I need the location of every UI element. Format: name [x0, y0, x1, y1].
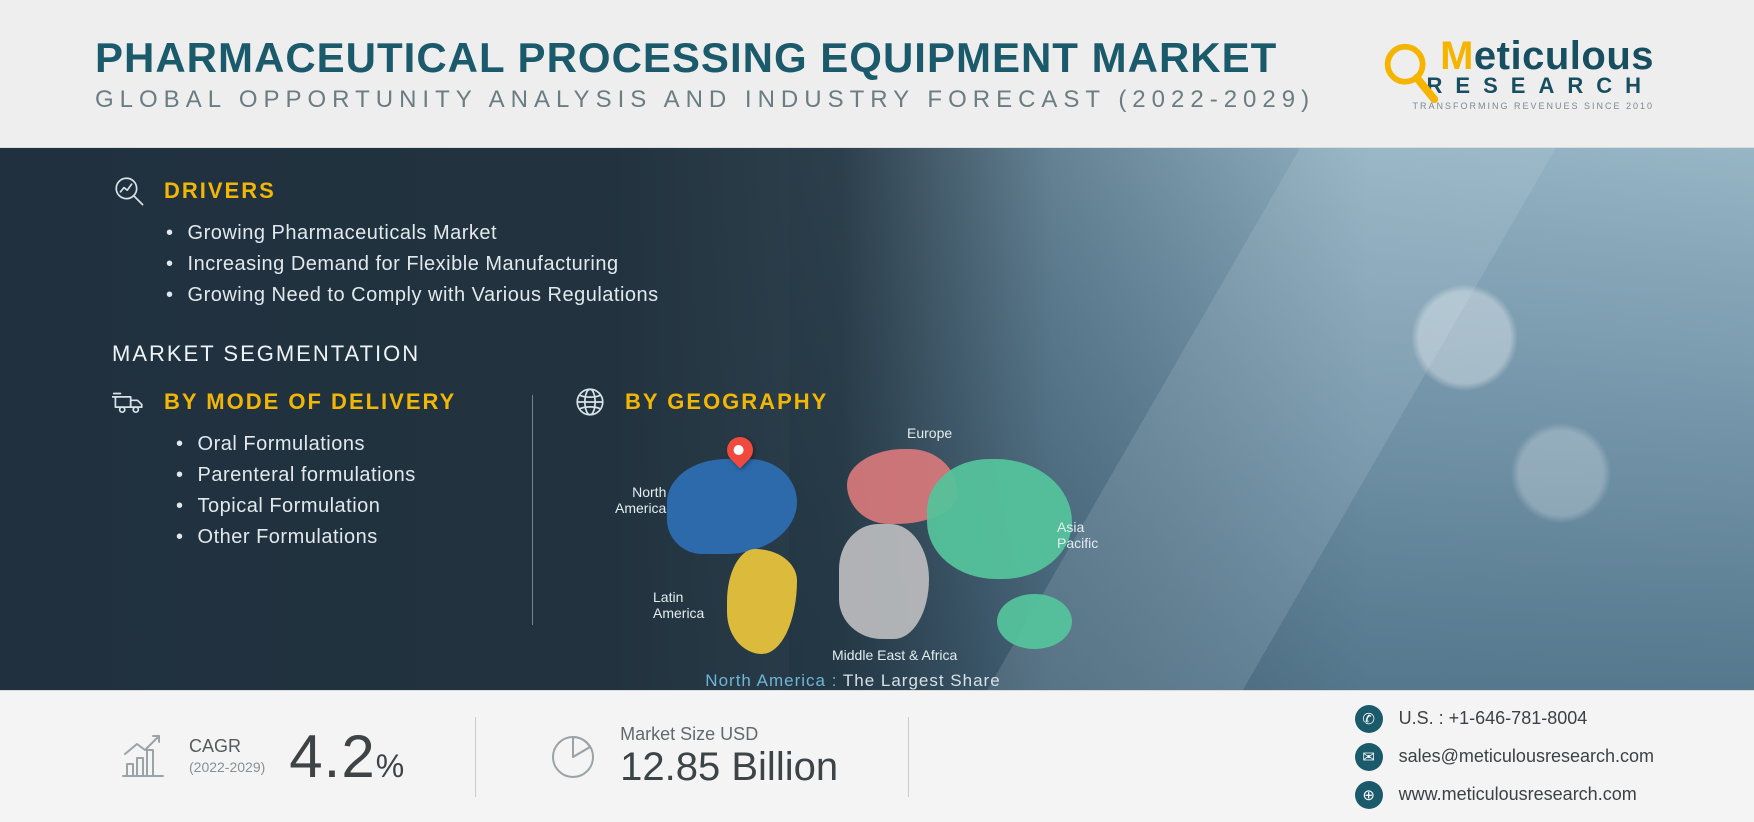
region-mea: [839, 524, 929, 639]
region-latin-america: [727, 549, 797, 654]
delivery-column: BY MODE OF DELIVERY Oral Formulations Pa…: [112, 385, 492, 553]
web-icon: ⊕: [1355, 781, 1383, 809]
analysis-icon: [112, 174, 146, 208]
page-title: PHARMACEUTICAL PROCESSING EQUIPMENT MARK…: [95, 34, 1315, 82]
contact-phone: ✆ U.S. : +1-646-781-8004: [1355, 705, 1654, 733]
footer-bar: CAGR (2022-2029) 4.2% Market Size USD 12…: [0, 690, 1754, 822]
infographic-frame: PHARMACEUTICAL PROCESSING EQUIPMENT MARK…: [0, 0, 1754, 822]
geography-header: BY GEOGRAPHY: [573, 385, 1133, 419]
map-label-na: North America: [615, 484, 666, 516]
list-item: Growing Need to Comply with Various Regu…: [166, 280, 1754, 311]
delivery-header: BY MODE OF DELIVERY: [112, 385, 492, 419]
drivers-list: Growing Pharmaceuticals Market Increasin…: [166, 218, 1754, 311]
footer-divider: [475, 717, 476, 797]
region-australia: [997, 594, 1072, 649]
phone-icon: ✆: [1355, 705, 1383, 733]
logo-line2: RESEARCH: [1427, 73, 1654, 99]
segmentation-row: BY MODE OF DELIVERY Oral Formulations Pa…: [112, 385, 1754, 691]
contact-block: ✆ U.S. : +1-646-781-8004 ✉ sales@meticul…: [1355, 705, 1654, 809]
contact-email: ✉ sales@meticulousresearch.com: [1355, 743, 1654, 771]
region-asia-pacific: [927, 459, 1072, 579]
email-icon: ✉: [1355, 743, 1383, 771]
delivery-truck-icon: [112, 385, 146, 419]
list-item: Growing Pharmaceuticals Market: [166, 218, 1754, 249]
geography-footnote: North America : The Largest Share: [573, 671, 1133, 691]
magnifier-icon: [1376, 39, 1444, 107]
drivers-header: DRIVERS: [112, 174, 1754, 208]
main-panel: DRIVERS Growing Pharmaceuticals Market I…: [0, 148, 1754, 690]
market-size-label: Market Size USD: [620, 724, 838, 745]
world-map: North America Latin America Europe Asia …: [607, 429, 1097, 669]
delivery-list: Oral Formulations Parenteral formulation…: [176, 429, 492, 553]
map-label-me: Middle East & Africa: [832, 647, 957, 663]
map-label-eu: Europe: [907, 425, 952, 441]
contact-web: ⊕ www.meticulousresearch.com: [1355, 781, 1654, 809]
globe-icon: [573, 385, 607, 419]
list-item: Other Formulations: [176, 522, 492, 553]
map-label-as: Asia Pacific: [1057, 519, 1098, 551]
page-subtitle: GLOBAL OPPORTUNITY ANALYSIS AND INDUSTRY…: [95, 86, 1315, 114]
footer-divider: [908, 717, 909, 797]
geography-title: BY GEOGRAPHY: [625, 389, 828, 415]
cagr-value: 4.2%: [289, 722, 405, 791]
list-item: Parenteral formulations: [176, 460, 492, 491]
header-bar: PHARMACEUTICAL PROCESSING EQUIPMENT MARK…: [0, 0, 1754, 148]
market-size-value: 12.85 Billion: [620, 745, 838, 790]
list-item: Topical Formulation: [176, 491, 492, 522]
geography-column: BY GEOGRAPHY North America Latin America…: [573, 385, 1133, 691]
delivery-title: BY MODE OF DELIVERY: [164, 389, 456, 415]
title-block: PHARMACEUTICAL PROCESSING EQUIPMENT MARK…: [95, 34, 1315, 114]
cagr-label: CAGR (2022-2029): [189, 737, 265, 777]
pie-chart-icon: [546, 730, 600, 784]
market-size-metric: Market Size USD 12.85 Billion: [546, 724, 838, 790]
seg-divider: [532, 395, 533, 625]
brand-logo: Meticulous RESEARCH TRANSFORMING REVENUE…: [1412, 37, 1674, 111]
logo-line1: Meticulous: [1440, 37, 1654, 75]
list-item: Oral Formulations: [176, 429, 492, 460]
drivers-title: DRIVERS: [164, 178, 276, 204]
growth-chart-icon: [115, 730, 169, 784]
segmentation-title: MARKET SEGMENTATION: [112, 341, 1754, 367]
region-north-america: [667, 459, 797, 554]
map-label-la: Latin America: [653, 589, 704, 621]
list-item: Increasing Demand for Flexible Manufactu…: [166, 249, 1754, 280]
logo-tagline: TRANSFORMING REVENUES SINCE 2010: [1412, 101, 1654, 111]
cagr-metric: CAGR (2022-2029) 4.2%: [115, 722, 405, 791]
